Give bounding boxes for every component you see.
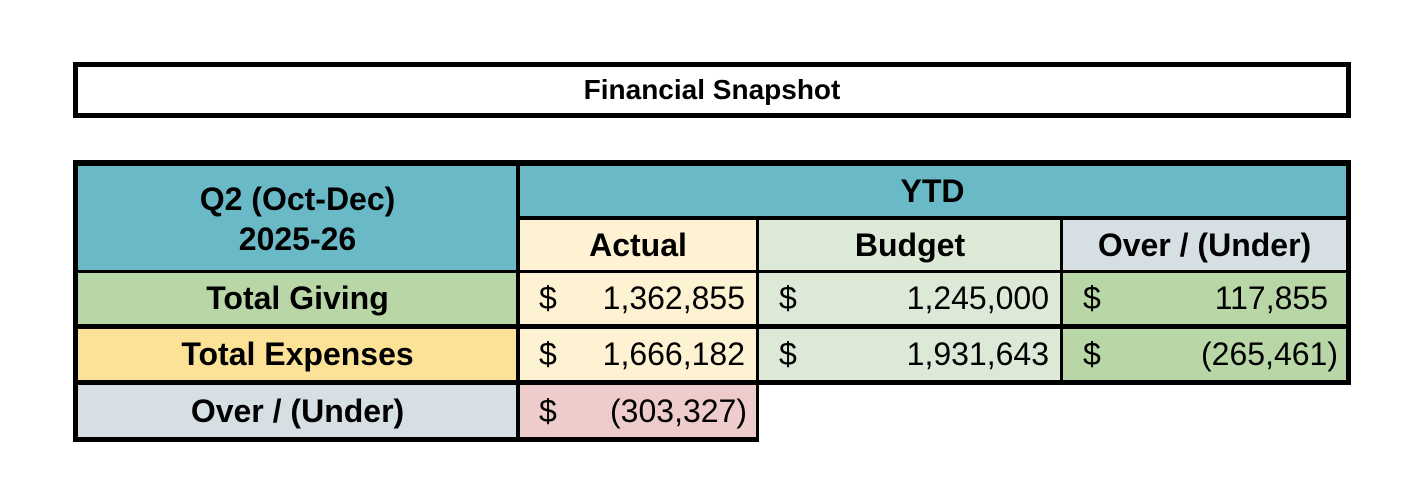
net-actual-cell: $ (303,327) — [519, 385, 757, 437]
border-top — [73, 160, 1351, 166]
period-header: Q2 (Oct-Dec) 2025-26 — [78, 166, 517, 270]
expenses-over-under-value: (265,461) — [1201, 336, 1338, 372]
period-year: 2025-26 — [238, 221, 357, 257]
divider-period — [516, 160, 520, 442]
net-actual-value: (303,327) — [610, 392, 747, 429]
currency-symbol: $ — [1083, 280, 1101, 316]
period-quarter: Q2 (Oct-Dec) — [199, 181, 396, 217]
row-label-total-giving: Total Giving — [78, 273, 517, 324]
currency-symbol: $ — [1083, 336, 1101, 372]
divider-ytd — [519, 216, 1346, 220]
giving-actual-value: 1,362,855 — [602, 280, 745, 316]
divider-row2 — [78, 380, 759, 385]
currency-symbol: $ — [779, 336, 797, 372]
currency-symbol: $ — [539, 392, 557, 429]
row-label-net-over-under: Over / (Under) — [78, 385, 517, 437]
expenses-actual-cell: $ 1,666,182 — [519, 329, 757, 380]
currency-symbol: $ — [539, 280, 557, 316]
column-header-budget: Budget — [759, 220, 1061, 270]
divider-budget — [1060, 217, 1063, 385]
currency-symbol: $ — [539, 336, 557, 372]
giving-over-under-cell: $ 117,855 — [1063, 273, 1346, 324]
expenses-budget-value: 1,931,643 — [906, 336, 1049, 372]
divider-actual — [756, 217, 759, 442]
column-header-over-under: Over / (Under) — [1063, 220, 1346, 270]
row-label-total-expenses: Total Expenses — [78, 329, 517, 380]
giving-actual-cell: $ 1,362,855 — [519, 273, 757, 324]
border-bottom — [73, 437, 759, 442]
border-right — [1346, 160, 1351, 385]
currency-symbol: $ — [779, 280, 797, 316]
giving-budget-cell: $ 1,245,000 — [759, 273, 1061, 324]
giving-budget-value: 1,245,000 — [906, 280, 1049, 316]
column-header-actual: Actual — [519, 220, 757, 270]
divider-header — [78, 270, 1346, 273]
border-block-bottom — [757, 380, 1351, 385]
report-title: Financial Snapshot — [73, 62, 1351, 118]
divider-row1 — [78, 324, 1346, 329]
ytd-header: YTD — [519, 166, 1346, 217]
expenses-budget-cell: $ 1,931,643 — [759, 329, 1061, 380]
giving-over-under-value: 117,855 — [1214, 280, 1328, 316]
expenses-over-under-cell: $ (265,461) — [1063, 329, 1346, 380]
border-left — [73, 160, 78, 442]
expenses-actual-value: 1,666,182 — [602, 336, 745, 372]
